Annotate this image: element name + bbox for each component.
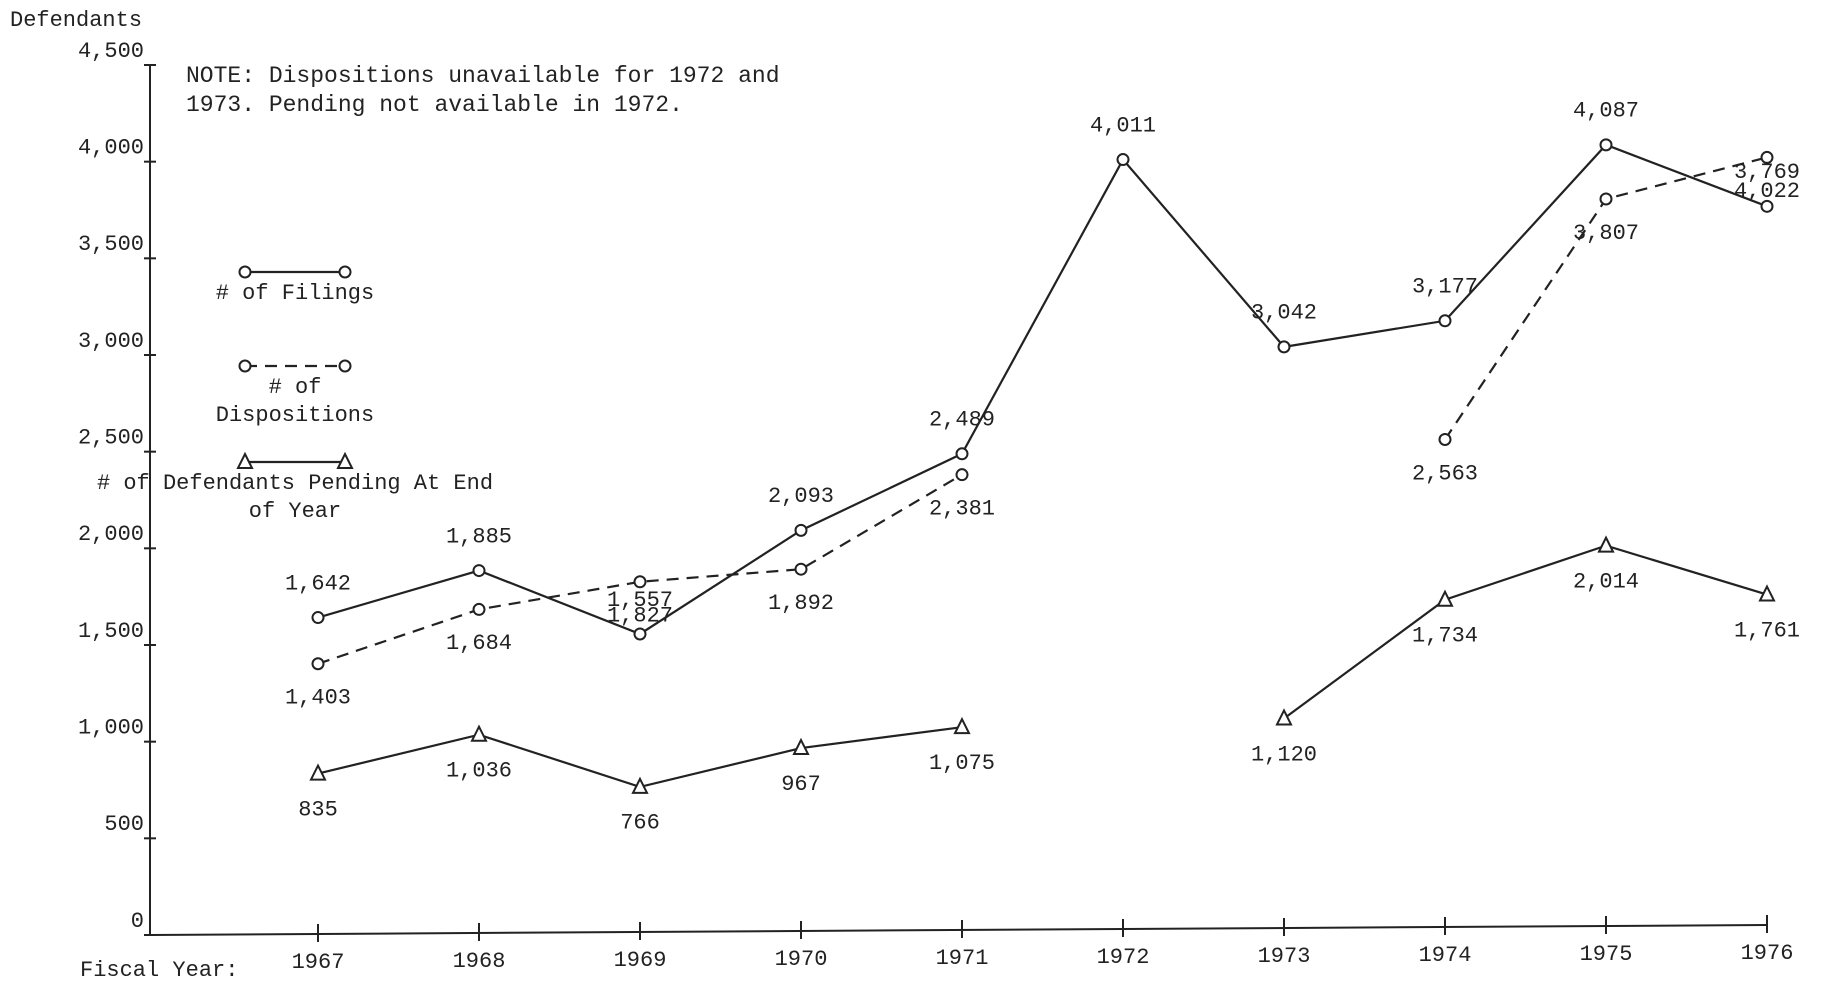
data-point xyxy=(309,763,327,781)
data-point xyxy=(1760,150,1774,164)
y-tick-label: 1,000 xyxy=(78,715,144,740)
data-label: 1,734 xyxy=(1412,624,1478,649)
data-point xyxy=(955,468,969,482)
data-point xyxy=(794,523,808,537)
data-point xyxy=(953,716,971,735)
x-tick-label: 1975 xyxy=(1580,942,1633,967)
data-point xyxy=(1438,432,1452,446)
x-tick-label: 1969 xyxy=(614,948,667,973)
legend-label: # of Dispositions xyxy=(215,375,375,428)
legend-marker xyxy=(238,359,252,373)
data-label: 766 xyxy=(620,811,660,836)
data-point xyxy=(794,562,808,576)
data-label: 2,563 xyxy=(1412,461,1478,486)
data-point xyxy=(311,657,325,671)
data-point xyxy=(1277,340,1291,354)
data-point xyxy=(633,627,647,641)
data-point xyxy=(472,602,486,616)
y-tick-label: 500 xyxy=(104,812,144,837)
x-axis-label: Fiscal Year: xyxy=(80,958,238,983)
data-label: 4,022 xyxy=(1734,179,1800,204)
data-point xyxy=(633,575,647,589)
x-tick-label: 1973 xyxy=(1258,944,1311,969)
data-point xyxy=(1599,192,1613,206)
y-axis-label: Defendants xyxy=(10,8,142,33)
data-label: 3,769 xyxy=(1734,160,1800,185)
series-line xyxy=(1283,544,1768,720)
legend-label: # of Filings xyxy=(215,281,375,306)
data-point xyxy=(311,611,325,625)
y-tick-label: 4,500 xyxy=(78,39,144,64)
data-point xyxy=(1597,535,1615,553)
x-tick-label: 1971 xyxy=(936,946,989,971)
legend-marker xyxy=(336,451,354,469)
data-label: 1,403 xyxy=(285,686,351,711)
x-tick-label: 1967 xyxy=(292,950,345,975)
x-axis xyxy=(149,924,1768,936)
x-tick-label: 1976 xyxy=(1741,941,1794,966)
data-point xyxy=(792,737,810,756)
y-tick-label: 2,500 xyxy=(78,425,144,450)
data-label: 4,011 xyxy=(1090,113,1156,138)
data-point xyxy=(1438,314,1452,328)
data-point xyxy=(631,776,649,794)
y-tick-label: 4,000 xyxy=(78,135,144,160)
x-tick-label: 1972 xyxy=(1097,945,1150,970)
legend-marker xyxy=(238,265,252,279)
data-label: 835 xyxy=(298,797,338,822)
data-label: 1,036 xyxy=(446,759,512,784)
legend-label: # of Defendants Pending At End of Year xyxy=(96,471,494,524)
y-tick-label: 3,500 xyxy=(78,232,144,257)
data-label: 2,381 xyxy=(929,496,995,521)
data-label: 1,761 xyxy=(1734,618,1800,643)
data-label: 1,827 xyxy=(607,604,673,629)
legend-marker xyxy=(338,265,352,279)
legend-marker xyxy=(338,359,352,373)
legend-marker xyxy=(236,451,254,469)
data-label: 1,075 xyxy=(929,751,995,776)
data-label: 3,807 xyxy=(1573,221,1639,246)
data-label: 1,885 xyxy=(446,524,512,549)
data-point xyxy=(1760,199,1774,213)
y-tick-label: 3,000 xyxy=(78,329,144,354)
data-label: 3,177 xyxy=(1412,275,1478,300)
data-label: 1,120 xyxy=(1251,742,1317,767)
data-point xyxy=(1436,589,1454,607)
x-tick-label: 1970 xyxy=(775,947,828,972)
data-point xyxy=(1275,708,1293,726)
note: NOTE: Dispositions unavailable for 1972 … xyxy=(186,63,780,118)
data-label: 1,557 xyxy=(607,588,673,613)
series-line xyxy=(317,143,1768,636)
data-point xyxy=(472,564,486,578)
data-point xyxy=(1599,138,1613,152)
data-label: 967 xyxy=(781,772,821,797)
data-point xyxy=(1116,153,1130,167)
y-tick-label: 2,000 xyxy=(78,522,144,547)
y-tick-label: 1,500 xyxy=(78,619,144,644)
data-label: 2,093 xyxy=(768,484,834,509)
data-label: 2,014 xyxy=(1573,569,1639,594)
y-tick-label: 0 xyxy=(131,909,144,934)
x-tick-label: 1968 xyxy=(453,949,506,974)
data-point xyxy=(1758,584,1776,602)
data-point xyxy=(470,724,488,742)
data-label: 4,087 xyxy=(1573,99,1639,124)
data-label: 2,489 xyxy=(929,408,995,433)
data-label: 1,642 xyxy=(285,571,351,596)
x-tick-label: 1974 xyxy=(1419,943,1472,968)
data-point xyxy=(955,447,969,461)
data-label: 1,892 xyxy=(768,591,834,616)
data-label: 1,684 xyxy=(446,631,512,656)
data-label: 3,042 xyxy=(1251,301,1317,326)
